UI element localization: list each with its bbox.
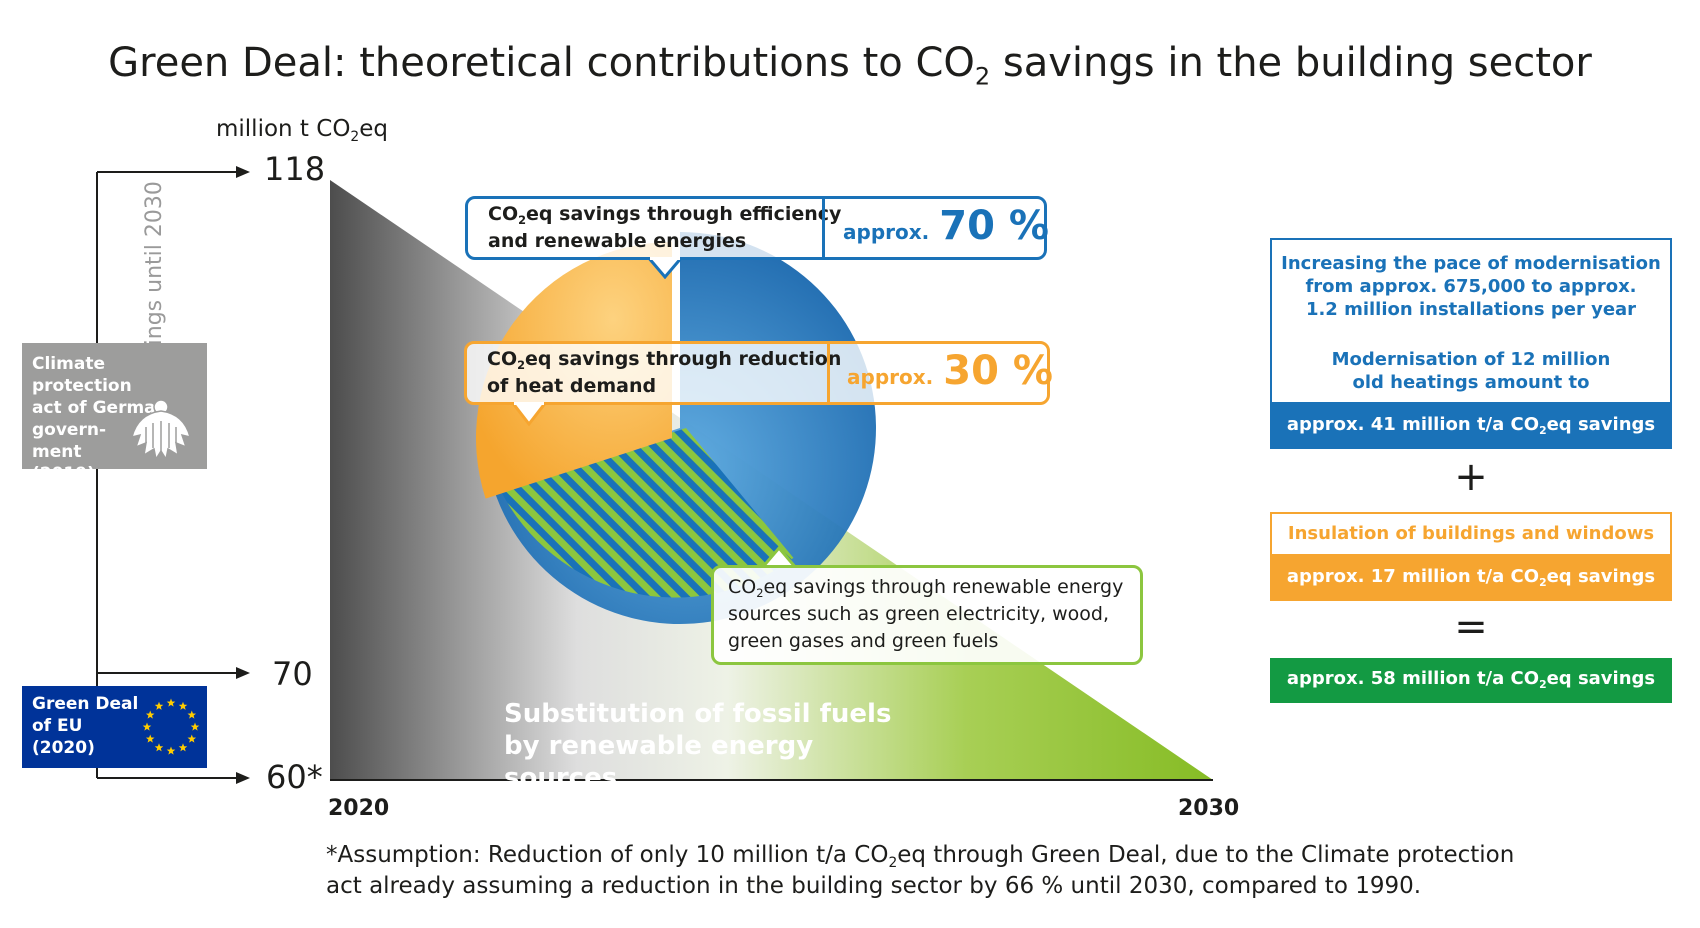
star-icon: [187, 734, 197, 743]
y-tick-label: 118: [264, 150, 326, 188]
plus-sign: +: [1454, 454, 1488, 500]
modernisation-amount-text: Modernisation of 12 million old heatings…: [1331, 349, 1611, 393]
y-tick-label: 60*: [266, 758, 323, 796]
callout-pointer: [512, 402, 546, 426]
footnote: *Assumption: Reduction of only 10 millio…: [326, 842, 1515, 899]
renewable-sources-callout: CO2eq savings through renewable energy s…: [711, 565, 1143, 665]
star-icon: [178, 701, 188, 710]
renewable-sources-callout-text: CO2eq savings through renewable energy s…: [728, 576, 1124, 652]
x-tick-label: 2020: [328, 796, 390, 821]
star-icon: [145, 734, 155, 743]
efficiency-callout-text: CO2eq savings through efficiency and ren…: [488, 203, 842, 252]
left-connectors: [96, 171, 240, 779]
arrow-heads: [236, 166, 250, 784]
insulation-box: Insulation of buildings and windows: [1270, 512, 1672, 556]
heat-demand-share-label: approx. 30 %: [847, 348, 1053, 394]
pie-hatched-renewables: [499, 428, 794, 598]
efficiency-callout: CO2eq savings through efficiency and ren…: [465, 196, 1049, 260]
star-icon: [154, 701, 164, 710]
star-icon: [187, 710, 197, 719]
climate-protection-act-box: Climate protection act of German govern-…: [22, 343, 207, 484]
y-axis-unit: million t CO2eq: [216, 116, 388, 145]
green-deal-eu-box: Green Deal of EU (2020): [22, 686, 207, 768]
pie-chart: [476, 232, 877, 624]
eu-stars-icon: [142, 698, 200, 755]
green-savings-bar: approx. 58 million t/a CO2eq savings: [1270, 658, 1672, 703]
heat-demand-callout-text: CO2eq savings through reduction of heat …: [487, 348, 842, 397]
orange-savings-bar: approx. 17 million t/a CO2eq savings: [1270, 556, 1672, 601]
star-icon: [142, 722, 152, 731]
callout-pointer: [762, 546, 796, 568]
star-icon: [178, 743, 188, 752]
star-icon: [166, 698, 176, 707]
green-savings-text: approx. 58 million t/a CO2eq savings: [1286, 668, 1656, 691]
star-icon: [190, 722, 200, 731]
blue-savings-text: approx. 41 million t/a CO2eq savings: [1286, 414, 1656, 437]
modernisation-box: Increasing the pace of modernisation fro…: [1270, 238, 1672, 404]
orange-savings-text: approx. 17 million t/a CO2eq savings: [1286, 566, 1656, 589]
star-icon: [166, 746, 176, 755]
modernisation-pace-text: Increasing the pace of modernisation fro…: [1281, 253, 1661, 320]
callout-pointer: [648, 257, 682, 279]
heat-demand-callout: CO2eq savings through reduction of heat …: [464, 341, 1053, 405]
star-icon: [154, 743, 164, 752]
insulation-text: Insulation of buildings and windows: [1287, 523, 1655, 544]
callout-divider: [827, 344, 830, 402]
x-tick-label: 2030: [1178, 796, 1240, 821]
federal-eagle-icon: [130, 399, 192, 461]
green-deal-eu-text: Green Deal of EU (2020): [32, 694, 139, 758]
efficiency-share-label: approx. 70 %: [843, 203, 1049, 249]
star-icon: [145, 710, 155, 719]
substitution-label: Substitution of fossil fuels by renewabl…: [504, 699, 892, 793]
y-tick-label: 70: [272, 655, 313, 693]
chart-title: Green Deal: theoretical contributions to…: [108, 40, 1592, 91]
blue-savings-bar: approx. 41 million t/a CO2eq savings: [1270, 404, 1672, 449]
equals-sign: =: [1454, 604, 1488, 650]
climate-protection-act-text: Climate protection act of German govern-…: [32, 354, 168, 484]
callout-divider: [822, 199, 825, 257]
